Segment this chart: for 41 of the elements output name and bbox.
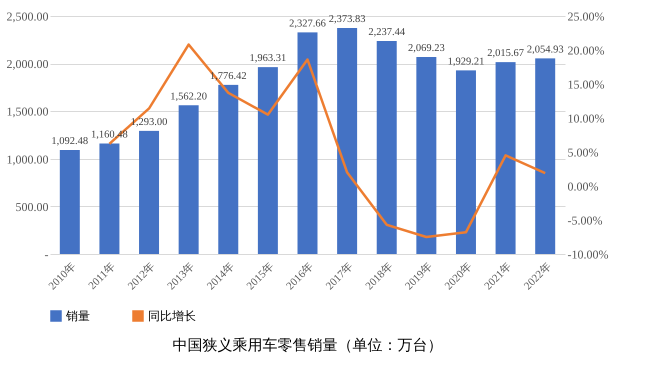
y2-tick-label: 25.00%: [568, 10, 604, 24]
y2-tick-label: 0.00%: [568, 180, 598, 194]
y2-tick-label: -10.00%: [568, 248, 608, 262]
bar: [178, 105, 199, 254]
y-tick-label: 2,000.00: [6, 57, 48, 72]
y2-tick-label: 10.00%: [568, 112, 604, 126]
bar: [416, 57, 436, 254]
bar: [139, 130, 160, 254]
y2-tick-label: 15.00%: [568, 78, 604, 92]
y-tick-label: 1,000.00: [6, 152, 48, 166]
data-label: 2,237.44: [368, 26, 406, 38]
data-label: 2,069.23: [408, 43, 445, 54]
data-label: 1,963.31: [250, 53, 286, 64]
y-tick-label: -: [44, 248, 48, 262]
y-tick-label: 1,500.00: [6, 104, 48, 119]
legend-label: 销量: [65, 309, 90, 323]
bar: [298, 32, 318, 254]
x-tick-label: 2011年: [86, 260, 118, 292]
data-label: 2,054.93: [526, 44, 564, 56]
bar: [60, 150, 80, 254]
data-label: 2,327.66: [289, 18, 326, 30]
bar: [258, 67, 278, 254]
data-label: 1,929.21: [448, 56, 484, 68]
bar: [535, 58, 556, 254]
y2-tick-label: 20.00%: [568, 44, 604, 58]
y2-tick-label: -5.00%: [568, 214, 602, 228]
bar: [456, 70, 476, 254]
y-tick-label: 2,500.00: [6, 10, 48, 24]
bar: [376, 40, 397, 254]
data-label: 2,015.67: [487, 48, 524, 60]
legend-label: 同比增长: [148, 309, 196, 323]
bar: [99, 144, 120, 254]
data-label: 2,373.83: [328, 14, 366, 26]
bar: [337, 28, 358, 254]
bar: [496, 62, 516, 254]
bar: [218, 84, 238, 254]
y2-tick-label: 5.00%: [568, 146, 598, 160]
text: 中国狭义乘用车零售销量（单位：万台）: [172, 337, 442, 354]
data-label: 1,092.48: [51, 136, 88, 147]
data-label: 1,562.20: [170, 91, 208, 102]
y-tick-label: 500.00: [16, 200, 48, 214]
